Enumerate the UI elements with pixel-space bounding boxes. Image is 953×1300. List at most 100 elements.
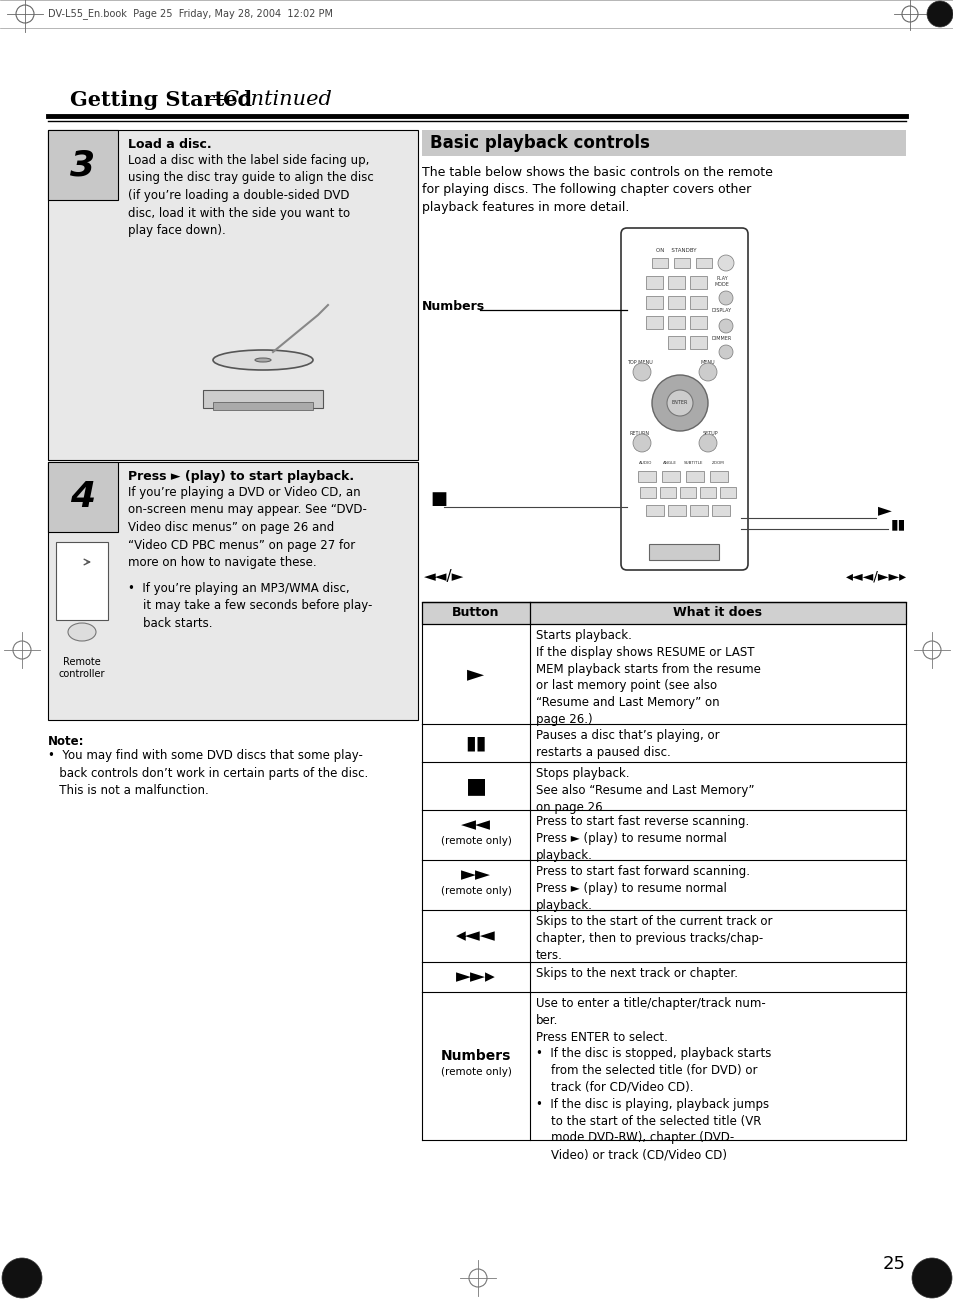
Text: ◄◄/►: ◄◄/► [423, 569, 464, 584]
Text: ZOOM: ZOOM [711, 462, 723, 465]
Text: ►: ► [467, 664, 484, 684]
Circle shape [699, 363, 717, 381]
Bar [638, 471, 656, 482]
Bar [645, 504, 663, 516]
Text: •  If you’re playing an MP3/WMA disc,
    it may take a few seconds before play-: • If you’re playing an MP3/WMA disc, it … [128, 582, 372, 630]
Text: ►: ► [877, 500, 891, 519]
Text: Getting Started: Getting Started [70, 90, 252, 110]
Bar [213, 402, 313, 410]
Text: —: — [208, 90, 229, 109]
Text: DISPLAY: DISPLAY [711, 308, 731, 313]
Text: Pauses a disc that’s playing, or
restarts a paused disc.: Pauses a disc that’s playing, or restart… [536, 729, 719, 759]
Bar [648, 543, 719, 560]
Bar [700, 488, 716, 498]
Text: DIMMER: DIMMER [711, 335, 731, 341]
Bar [639, 488, 656, 498]
Bar [667, 504, 685, 516]
Text: MENU: MENU [700, 360, 715, 365]
Text: Load a disc.: Load a disc. [128, 138, 212, 151]
Bar [421, 602, 905, 624]
Bar [421, 130, 905, 156]
Circle shape [719, 291, 732, 305]
Text: ◂◄◄: ◂◄◄ [456, 927, 496, 945]
Text: Button: Button [452, 606, 499, 619]
Bar [645, 316, 662, 329]
Bar [667, 316, 684, 329]
Ellipse shape [68, 623, 96, 641]
Bar [667, 276, 684, 289]
Text: Basic playback controls: Basic playback controls [430, 134, 649, 152]
Text: Skips to the next track or chapter.: Skips to the next track or chapter. [536, 967, 738, 980]
Bar [667, 335, 684, 348]
Text: ◄◄: ◄◄ [460, 815, 491, 835]
Text: ◂◄◄/►►▸: ◂◄◄/►►▸ [845, 569, 906, 582]
Text: (remote only): (remote only) [440, 1067, 511, 1076]
Text: The table below shows the basic controls on the remote
for playing discs. The fo: The table below shows the basic controls… [421, 166, 772, 214]
Bar [720, 488, 735, 498]
Circle shape [2, 1258, 42, 1297]
Circle shape [926, 1, 952, 27]
Bar [659, 488, 676, 498]
Circle shape [666, 390, 692, 416]
Bar [203, 390, 323, 408]
Text: SUBTITLE: SUBTITLE [683, 462, 703, 465]
Text: (remote only): (remote only) [440, 887, 511, 896]
Bar [0, 0, 953, 29]
Text: Starts playback.
If the display shows RESUME or LAST
MEM playback starts from th: Starts playback. If the display shows RE… [536, 629, 760, 725]
Text: What it does: What it does [673, 606, 761, 619]
Bar [651, 257, 667, 268]
Text: Numbers: Numbers [440, 1049, 511, 1063]
Bar [685, 471, 703, 482]
Bar [711, 504, 729, 516]
Text: Remote
controller: Remote controller [59, 656, 105, 680]
Text: RETURN: RETURN [629, 432, 649, 436]
Bar [709, 471, 727, 482]
Text: •  You may find with some DVD discs that some play-
   back controls don’t work : • You may find with some DVD discs that … [48, 749, 368, 797]
Text: ■: ■ [465, 776, 486, 796]
Text: Stops playback.
See also “Resume and Last Memory”
on page 26.: Stops playback. See also “Resume and Las… [536, 767, 754, 814]
Text: Numbers: Numbers [421, 299, 485, 312]
Text: Press to start fast forward scanning.
Press ► (play) to resume normal
playback.: Press to start fast forward scanning. Pr… [536, 864, 749, 911]
Bar [421, 861, 905, 910]
Circle shape [651, 374, 707, 432]
Bar [673, 257, 689, 268]
Bar [689, 335, 706, 348]
Bar [421, 624, 905, 724]
Text: Press to start fast reverse scanning.
Press ► (play) to resume normal
playback.: Press to start fast reverse scanning. Pr… [536, 815, 748, 862]
Text: (remote only): (remote only) [440, 836, 511, 846]
Text: ON    STANDBY: ON STANDBY [656, 248, 696, 254]
Bar [421, 762, 905, 810]
Bar [48, 462, 118, 532]
Bar [689, 504, 707, 516]
Text: Load a disc with the label side facing up,
using the disc tray guide to align th: Load a disc with the label side facing u… [128, 153, 374, 237]
Bar [696, 257, 711, 268]
Text: PLAY
MODE: PLAY MODE [714, 276, 729, 287]
Circle shape [633, 363, 650, 381]
Text: Press ► (play) to start playback.: Press ► (play) to start playback. [128, 471, 354, 484]
Text: Note:: Note: [48, 734, 85, 747]
Bar [48, 130, 118, 200]
Text: ENTER: ENTER [671, 400, 687, 406]
Bar [48, 130, 417, 460]
Bar [689, 276, 706, 289]
Bar [421, 962, 905, 992]
Text: Continued: Continued [222, 90, 332, 109]
Bar [679, 488, 696, 498]
Bar [421, 724, 905, 762]
Text: ▮▮: ▮▮ [890, 517, 905, 530]
Bar [667, 296, 684, 309]
Text: ►►▸: ►►▸ [456, 967, 496, 987]
Text: ▮▮: ▮▮ [465, 733, 486, 753]
Text: DV-L55_En.book  Page 25  Friday, May 28, 2004  12:02 PM: DV-L55_En.book Page 25 Friday, May 28, 2… [48, 9, 333, 20]
Text: Skips to the start of the current track or
chapter, then to previous tracks/chap: Skips to the start of the current track … [536, 915, 772, 962]
Bar [689, 296, 706, 309]
Text: ►►: ►► [460, 866, 491, 884]
Bar [421, 910, 905, 962]
Circle shape [718, 255, 733, 270]
Circle shape [719, 344, 732, 359]
Bar [661, 471, 679, 482]
Text: If you’re playing a DVD or Video CD, an
on-screen menu may appear. See “DVD-
Vid: If you’re playing a DVD or Video CD, an … [128, 486, 367, 569]
Bar [48, 462, 417, 720]
Bar [421, 810, 905, 861]
Text: ANGLE: ANGLE [662, 462, 677, 465]
